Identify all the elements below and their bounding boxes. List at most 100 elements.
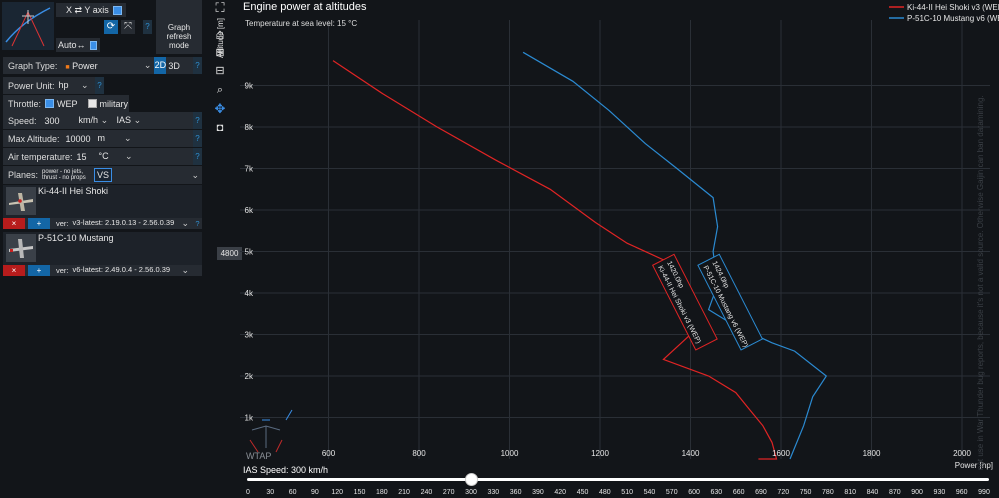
hover-tooltip-box bbox=[697, 253, 764, 351]
ias-speed-slider-track[interactable] bbox=[247, 478, 989, 481]
help-icon[interactable]: ? bbox=[193, 148, 202, 165]
help-icon[interactable]: ? bbox=[195, 219, 200, 228]
military-checkbox[interactable] bbox=[87, 99, 97, 108]
speed-tick-label: 690 bbox=[755, 489, 767, 496]
hover-tooltip-box bbox=[651, 253, 718, 351]
vs-button[interactable]: VS bbox=[94, 168, 113, 182]
speed-tick-label: 390 bbox=[532, 489, 544, 496]
auto-checkbox[interactable] bbox=[89, 40, 97, 50]
speed-tick-label: 900 bbox=[911, 489, 923, 496]
speed-tick-label: 750 bbox=[799, 489, 812, 496]
speed-tick-label: 600 bbox=[688, 489, 700, 496]
y-tick-label: 2k bbox=[245, 372, 254, 381]
max-altitude-label: Max Altitude: bbox=[8, 133, 60, 144]
speed-unit-value: km/h bbox=[78, 115, 99, 125]
zoom-out-icon[interactable]: ⊟ bbox=[215, 65, 225, 77]
y-tick-label: 8k bbox=[245, 123, 254, 132]
version-value: v3-latest: 2.19.0.13 - 2.56.0.39 bbox=[72, 218, 175, 227]
speed-tick-label: 630 bbox=[710, 489, 723, 496]
chevron-down-icon: ⌄ bbox=[123, 133, 132, 143]
zoom-select-icon[interactable]: ⌕ bbox=[216, 84, 224, 96]
plane-search-select[interactable]: ⌄ bbox=[112, 170, 202, 181]
air-temperature-input[interactable]: 15 bbox=[76, 151, 87, 162]
max-altitude-unit-select[interactable]: m ⌄ bbox=[98, 133, 132, 144]
wep-checkbox[interactable] bbox=[45, 99, 55, 108]
ias-speed-slider-handle[interactable] bbox=[465, 473, 479, 486]
x-tick-label: 1600 bbox=[772, 449, 790, 458]
speed-tick-label: 930 bbox=[933, 489, 946, 496]
mode-3d-button[interactable]: 3D bbox=[168, 60, 180, 71]
camera-icon[interactable]: ◘ bbox=[216, 122, 224, 134]
chevron-down-icon: ⌄ bbox=[133, 115, 142, 125]
power-unit-select[interactable]: hp ⌄ bbox=[59, 80, 89, 91]
speed-tick-label: 60 bbox=[288, 489, 297, 496]
unlink-button[interactable]: ⤧ bbox=[121, 20, 135, 34]
swap-axis-toggle[interactable]: X ⇄ Y axis bbox=[56, 3, 126, 17]
speed-tick-label: 720 bbox=[777, 489, 790, 496]
plane-card: Ki-44-II Hei Shoki × + ver: v3-latest: 2… bbox=[3, 185, 202, 229]
max-altitude-input[interactable]: 10000 bbox=[65, 133, 91, 144]
version-select[interactable]: v6-latest: 2.49.0.4 - 2.56.0.39 ⌄ bbox=[73, 265, 202, 276]
speed-tick-label: 840 bbox=[866, 489, 879, 496]
chevron-down-icon: ⌄ bbox=[124, 151, 133, 161]
help-icon[interactable]: ? bbox=[193, 130, 202, 147]
speed-tick-label: 870 bbox=[888, 489, 901, 496]
air-temperature-row: Air temperature: 15 °C ⌄ ? bbox=[3, 148, 202, 165]
remove-plane-button[interactable]: × bbox=[3, 265, 25, 276]
graph-refresh-mode-button[interactable]: Graph refresh mode bbox=[156, 0, 202, 54]
speed-label: Speed: bbox=[8, 115, 37, 126]
plane-name: Ki-44-II Hei Shoki bbox=[38, 186, 109, 196]
swap-axis-checkbox[interactable] bbox=[112, 5, 122, 15]
remove-plane-button[interactable]: × bbox=[3, 218, 25, 229]
x-axis-label: Power [hp] bbox=[955, 461, 993, 470]
speed-tick-label: 120 bbox=[331, 489, 344, 496]
auto-toggle[interactable]: Auto↔ bbox=[56, 38, 100, 52]
p-51-plane-thumbnail bbox=[6, 234, 36, 262]
home-icon[interactable]: ⌂ bbox=[215, 26, 225, 43]
air-temperature-label: Air temperature: bbox=[8, 151, 73, 162]
speed-tick-label: 780 bbox=[822, 489, 834, 496]
graph-type-row: Graph Type: ■ Power ⌄ 2D 3D ? bbox=[3, 57, 202, 74]
speed-input[interactable]: 300 bbox=[44, 115, 60, 126]
plane-version-bar: × + ver: v6-latest: 2.49.0.4 - 2.56.0.39… bbox=[3, 265, 202, 276]
throttle-label: Throttle: bbox=[8, 98, 42, 109]
speed-unit-select[interactable]: km/h ⌄ bbox=[79, 115, 117, 126]
speed-type-select[interactable]: IAS ⌄ bbox=[117, 115, 142, 126]
version-select[interactable]: v3-latest: 2.19.0.13 - 2.56.0.39 ⌄ bbox=[73, 218, 193, 229]
speed-tick-label: 210 bbox=[398, 489, 410, 496]
y-tick-label: 7k bbox=[245, 165, 254, 174]
y-tick-label: 4k bbox=[245, 289, 254, 298]
fullscreen-icon[interactable]: ⛶ bbox=[215, 0, 225, 15]
chevron-down-icon: ⌄ bbox=[100, 115, 109, 125]
wtap-watermark-text: WTAP bbox=[246, 451, 271, 461]
military-label: military bbox=[99, 98, 129, 109]
graph-refresh-mode-label: Graph refresh mode bbox=[166, 23, 192, 50]
graph-type-value: Power bbox=[72, 60, 98, 71]
speed-tick-label: 540 bbox=[643, 489, 656, 496]
speed-tick-label: 300 bbox=[465, 489, 477, 496]
axis-preview-thumbnail[interactable] bbox=[2, 2, 54, 50]
zoom-in-icon[interactable]: ⊞ bbox=[215, 47, 225, 59]
speed-tick-label: 810 bbox=[844, 489, 857, 496]
pan-icon[interactable]: ✥ bbox=[214, 101, 226, 116]
help-icon[interactable]: ? bbox=[193, 112, 202, 129]
datamining-disclaimer: not use in War Thunder bug reports, beca… bbox=[976, 95, 985, 470]
y-tick-label: 3k bbox=[245, 331, 254, 340]
legend-entry[interactable]: Ki-44-II Hei Shoki v3 (WEP) bbox=[907, 3, 999, 12]
air-temperature-unit-select[interactable]: °C ⌄ bbox=[99, 151, 133, 162]
add-plane-button[interactable]: + bbox=[28, 218, 50, 229]
speed-tick-label: 180 bbox=[375, 489, 388, 496]
x-tick-label: 600 bbox=[322, 449, 336, 458]
legend-entry[interactable]: P-51C-10 Mustang v6 (WEP) bbox=[907, 14, 999, 23]
help-icon[interactable]: ? bbox=[95, 77, 104, 94]
wep-label: WEP bbox=[57, 98, 78, 109]
x-tick-label: 1400 bbox=[682, 449, 700, 458]
mode-2d-button[interactable]: 2D bbox=[154, 57, 167, 74]
sync-button[interactable]: ⟳ bbox=[104, 20, 118, 34]
graph-type-select[interactable]: ■ Power ⌄ bbox=[65, 60, 151, 71]
add-plane-button[interactable]: + bbox=[28, 265, 50, 276]
help-icon[interactable]: ? bbox=[143, 20, 152, 34]
help-icon[interactable]: ? bbox=[193, 57, 202, 74]
auto-label: Auto↔ bbox=[58, 40, 86, 50]
